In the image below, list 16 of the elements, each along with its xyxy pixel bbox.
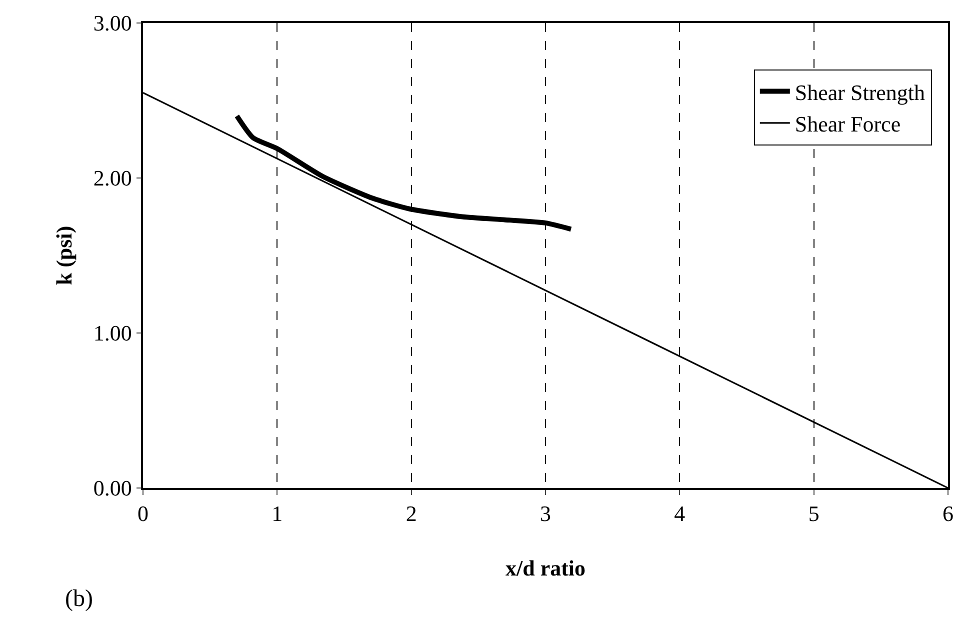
legend-label: Shear Strength — [794, 80, 926, 105]
y-tick-label: 2.00 — [93, 166, 132, 191]
y-tick-label: 3.00 — [93, 10, 132, 36]
x-tick-label: 3 — [540, 501, 551, 526]
text: (b) — [65, 586, 93, 612]
y-tick-label: 1.00 — [93, 320, 132, 346]
y-axis-title: k (psi) — [52, 226, 77, 286]
x-tick-label: 4 — [674, 501, 686, 526]
x-tick-label: 2 — [406, 501, 417, 526]
x-tick-label: 0 — [138, 501, 148, 526]
x-tick-label: 5 — [808, 501, 820, 526]
x-axis-title: x/d ratio — [505, 556, 586, 581]
legend-label: Shear Force — [794, 111, 901, 136]
y-tick-label: 0.00 — [93, 476, 132, 501]
x-tick-label: 1 — [272, 501, 283, 526]
x-tick-label: 6 — [942, 501, 954, 526]
